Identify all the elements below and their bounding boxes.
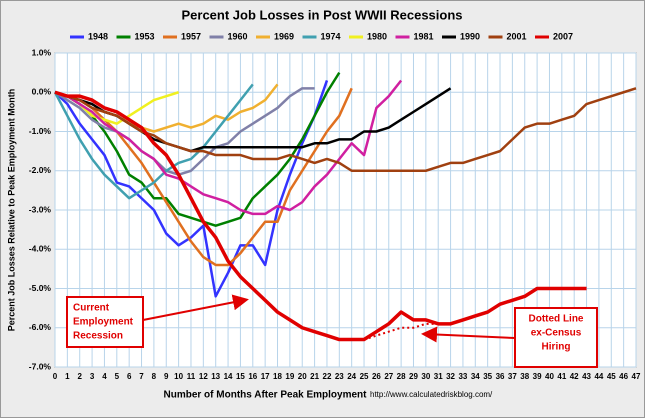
legend-label: 1957 bbox=[181, 31, 201, 41]
x-tick-label: 9 bbox=[164, 372, 169, 381]
x-tick-label: 44 bbox=[594, 372, 603, 381]
series-line bbox=[53, 83, 254, 200]
legend-label: 1990 bbox=[460, 31, 480, 41]
annotation-text: Hiring bbox=[542, 342, 571, 353]
legend-label: 1981 bbox=[414, 31, 434, 41]
x-tick-label: 22 bbox=[323, 372, 332, 381]
x-tick-label: 27 bbox=[384, 372, 393, 381]
annotation-text: Current bbox=[73, 303, 110, 314]
x-tick-label: 6 bbox=[127, 372, 132, 381]
x-tick-label: 47 bbox=[632, 372, 641, 381]
source: http://www.calculatedriskblog.com/ bbox=[370, 390, 493, 399]
x-tick-label: 17 bbox=[261, 372, 270, 381]
y-tick-label: 0.0% bbox=[32, 87, 52, 97]
annotation-arrow bbox=[421, 326, 516, 343]
x-tick-label: 30 bbox=[421, 372, 430, 381]
legend-label: 1953 bbox=[135, 31, 155, 41]
x-tick-label: 7 bbox=[139, 372, 144, 381]
x-tick-label: 43 bbox=[582, 372, 591, 381]
x-tick-label: 33 bbox=[458, 372, 467, 381]
x-tick-label: 37 bbox=[508, 372, 517, 381]
x-tick-label: 19 bbox=[285, 372, 294, 381]
y-tick-label: -6.0% bbox=[29, 322, 52, 332]
y-tick-label: -3.0% bbox=[29, 204, 52, 214]
y-tick-label: -4.0% bbox=[29, 244, 52, 254]
x-tick-label: 0 bbox=[53, 372, 58, 381]
legend-label: 1974 bbox=[321, 31, 341, 41]
series-line bbox=[54, 87, 637, 172]
x-tick-label: 2 bbox=[77, 372, 82, 381]
x-tick-label: 15 bbox=[236, 372, 245, 381]
x-tick-label: 8 bbox=[152, 372, 157, 381]
x-tick-label: 1 bbox=[65, 372, 70, 381]
legend-label: 1960 bbox=[228, 31, 248, 41]
x-tick-label: 13 bbox=[211, 372, 220, 381]
legend-label: 2007 bbox=[553, 31, 573, 41]
x-tick-label: 24 bbox=[347, 372, 356, 381]
x-tick-label: 23 bbox=[335, 372, 344, 381]
x-tick-label: 21 bbox=[310, 372, 319, 381]
x-tick-label: 31 bbox=[434, 372, 443, 381]
annotation-text: Employment bbox=[73, 317, 134, 328]
x-tick-label: 11 bbox=[187, 372, 196, 381]
annotation-text: Recession bbox=[73, 331, 123, 342]
x-tick-label: 35 bbox=[483, 372, 492, 381]
x-tick-label: 12 bbox=[199, 372, 208, 381]
x-tick-label: 18 bbox=[273, 372, 282, 381]
x-tick-label: 45 bbox=[607, 372, 616, 381]
x-tick-label: 25 bbox=[360, 372, 369, 381]
y-tick-label: -2.0% bbox=[29, 165, 52, 175]
series-line bbox=[54, 79, 403, 216]
x-axis-title: Number of Months After Peak Employment bbox=[164, 390, 368, 401]
y-axis-title: Percent Job Losses Relative to Peak Empl… bbox=[6, 89, 16, 332]
y-tick-label: -7.0% bbox=[29, 361, 52, 371]
x-tick-label: 26 bbox=[372, 372, 381, 381]
legend-label: 1969 bbox=[274, 31, 294, 41]
x-tick-label: 10 bbox=[174, 372, 183, 381]
x-tick-label: 28 bbox=[397, 372, 406, 381]
x-tick-label: 20 bbox=[298, 372, 307, 381]
y-tick-label: -1.0% bbox=[29, 126, 52, 136]
legend-label: 1980 bbox=[367, 31, 387, 41]
x-tick-label: 4 bbox=[102, 372, 107, 381]
y-tick-label: -5.0% bbox=[29, 283, 52, 293]
annotation-text: ex-Census bbox=[531, 328, 582, 339]
x-tick-label: 32 bbox=[446, 372, 455, 381]
x-tick-label: 42 bbox=[570, 372, 579, 381]
x-tick-label: 41 bbox=[557, 372, 566, 381]
series-line bbox=[54, 87, 315, 176]
x-tick-label: 14 bbox=[224, 372, 233, 381]
x-tick-label: 16 bbox=[248, 372, 257, 381]
x-tick-label: 34 bbox=[471, 372, 480, 381]
x-tick-label: 29 bbox=[409, 372, 418, 381]
x-tick-label: 46 bbox=[619, 372, 628, 381]
x-tick-label: 39 bbox=[533, 372, 542, 381]
x-tick-label: 36 bbox=[496, 372, 505, 381]
legend-label: 1948 bbox=[88, 31, 108, 41]
series-line bbox=[54, 90, 587, 342]
x-tick-label: 3 bbox=[90, 372, 95, 381]
series-line bbox=[54, 80, 329, 298]
annotation-box bbox=[66, 296, 144, 348]
chart-title: Percent Job Losses in Post WWII Recessio… bbox=[181, 7, 462, 22]
annotation-arrow bbox=[142, 294, 249, 321]
annotation-text: Dotted Line bbox=[529, 314, 584, 325]
y-tick-label: 1.0% bbox=[32, 47, 52, 57]
x-tick-label: 40 bbox=[545, 372, 554, 381]
legend-label: 2001 bbox=[507, 31, 527, 41]
x-tick-label: 5 bbox=[115, 372, 120, 381]
x-tick-label: 38 bbox=[520, 372, 529, 381]
